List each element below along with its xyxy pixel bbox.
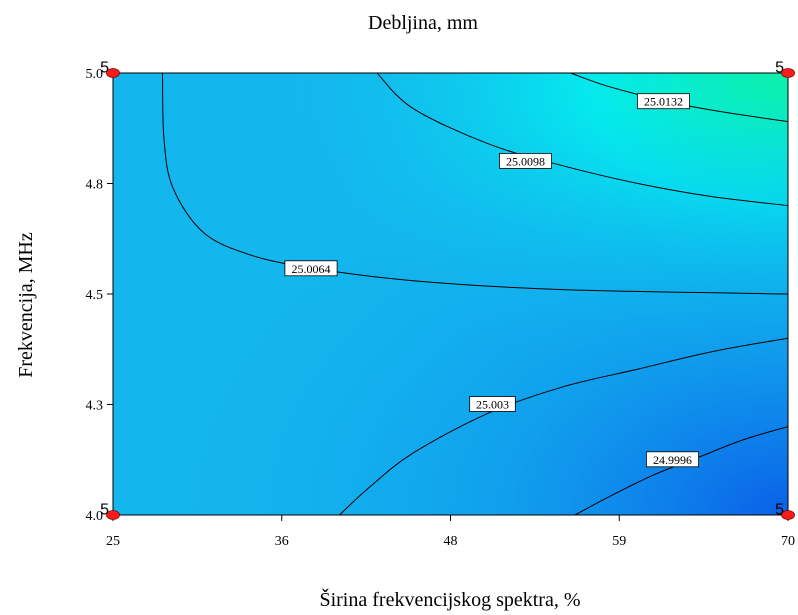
contour-line — [376, 73, 788, 207]
y-tick-label: 4.5 — [86, 288, 104, 303]
contour-label: 25.0064 — [284, 260, 338, 277]
contour-label-text: 25.003 — [476, 398, 509, 412]
contour-label-text: 24.9996 — [653, 453, 692, 467]
x-tick-label: 70 — [781, 534, 795, 549]
x-tick-label: 48 — [444, 534, 458, 549]
design-point — [781, 68, 795, 78]
plot-area — [112, 72, 789, 516]
chart-title: Debljina, mm — [368, 12, 478, 34]
design-point-count: 5 — [775, 60, 784, 77]
y-axis: 4.0 4.3 4.5 4.8 5.0 — [86, 67, 113, 524]
contour-label-text: 25.0064 — [292, 262, 331, 276]
y-tick-label: 4.8 — [86, 178, 104, 193]
contour-label-text: 25.0098 — [506, 154, 545, 168]
contour-label-box — [646, 451, 700, 468]
design-point-count: 5 — [775, 502, 784, 519]
contour-label-box — [284, 260, 338, 277]
design-points: 5 5 5 5 — [100, 60, 795, 520]
y-axis-label: Frekvencija, MHz — [15, 232, 37, 378]
contour-label: 25.0132 — [637, 93, 691, 110]
design-point — [781, 510, 795, 520]
x-tick-label: 25 — [106, 534, 120, 549]
contour-label: 24.9996 — [646, 451, 700, 468]
design-point-count: 5 — [100, 502, 109, 519]
design-point — [106, 68, 120, 78]
contour-label-box — [469, 396, 516, 412]
x-axis: 25 36 48 59 70 — [106, 515, 795, 549]
x-tick-label: 36 — [275, 534, 289, 549]
surface-low-region — [113, 73, 788, 515]
y-tick-label: 4.3 — [86, 399, 104, 414]
y-tick-label: 4.0 — [86, 509, 104, 524]
design-point — [106, 510, 120, 520]
contour-line — [339, 337, 788, 515]
contour-label: 25.0098 — [498, 152, 552, 169]
contour-label-text: 25.0132 — [644, 95, 683, 109]
contour-label: 25.003 — [469, 396, 516, 412]
y-tick-label: 5.0 — [86, 67, 104, 82]
design-point-count: 5 — [100, 60, 109, 77]
x-axis-label: Širina frekvencijskog spektra, % — [319, 587, 580, 611]
contour-label-box — [637, 93, 691, 110]
contour-label-box — [498, 152, 552, 169]
contour-labels: 25.0132 25.0098 25.0064 25.003 24.9996 — [284, 93, 700, 468]
x-tick-label: 59 — [612, 534, 626, 549]
